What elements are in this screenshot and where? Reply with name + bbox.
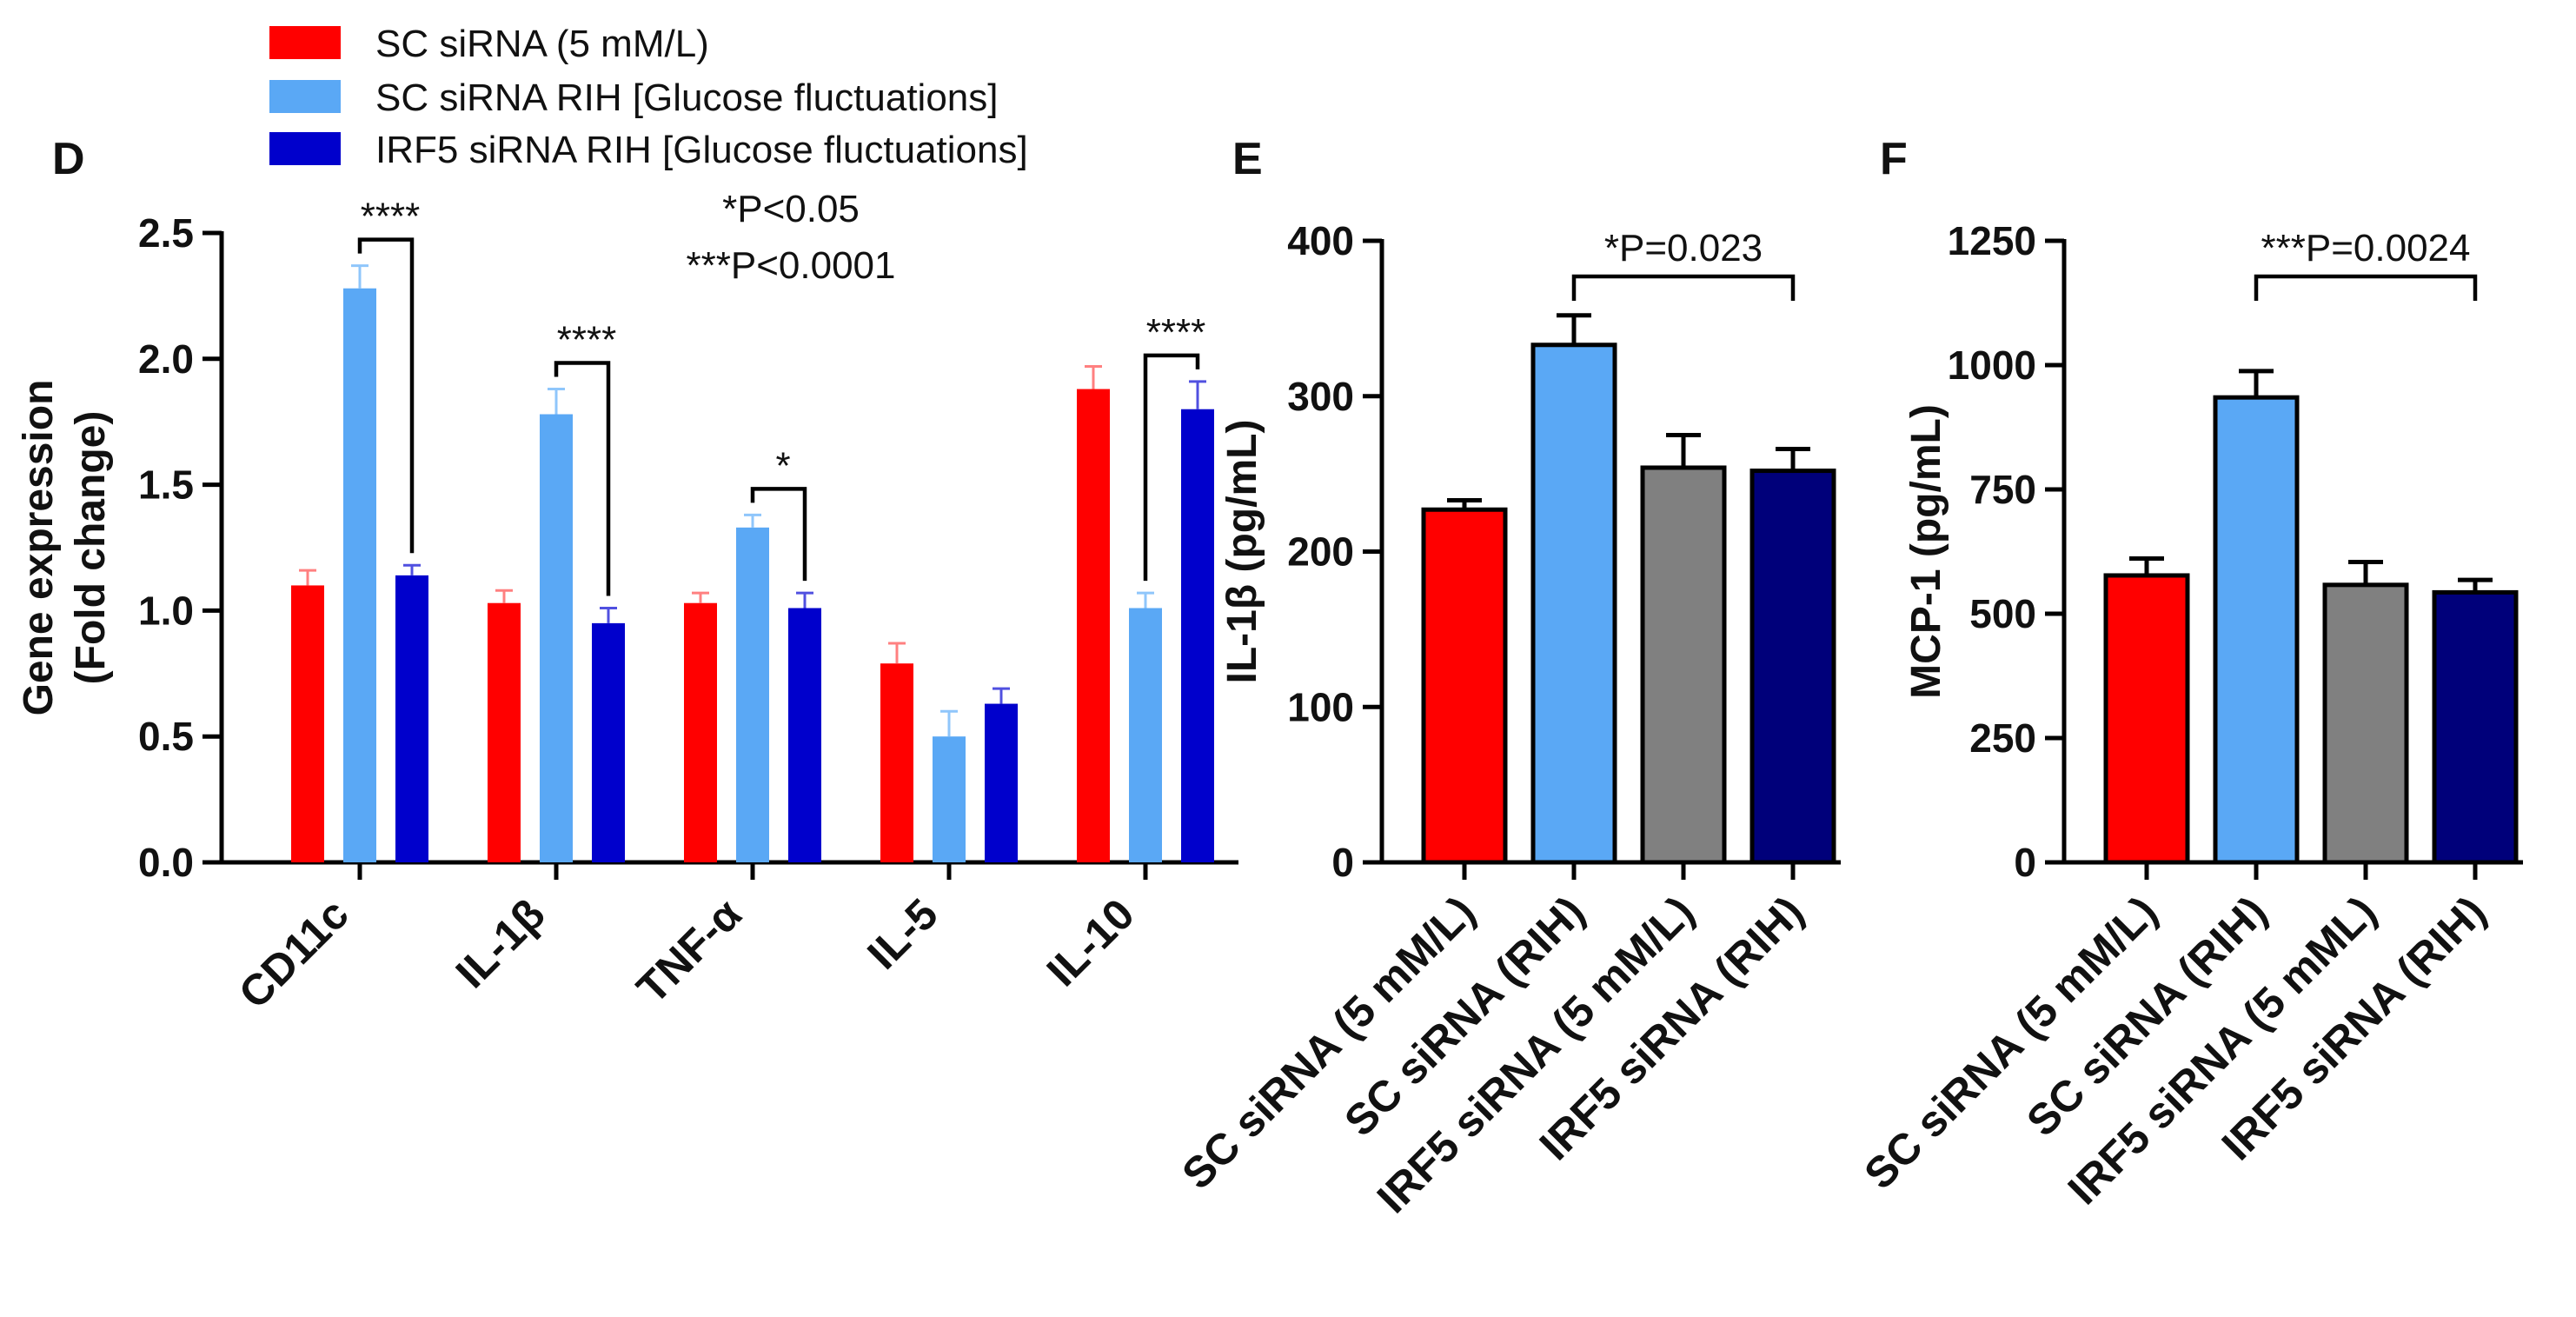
y-tick-label: 750 xyxy=(1969,467,2036,512)
significance-label: **** xyxy=(557,319,617,362)
significance-label: **** xyxy=(361,196,421,238)
bar xyxy=(592,622,625,862)
significance-bracket xyxy=(750,487,807,582)
bar xyxy=(488,602,521,862)
significance-label: ***P=0.0024 xyxy=(2261,227,2471,269)
panel-letter-e: E xyxy=(1232,134,1263,184)
y-tick-label: 250 xyxy=(1969,715,2036,761)
bar xyxy=(1640,465,1727,865)
y-tick-label-d: 0.5 xyxy=(138,714,194,759)
annotation-p00001: ***P<0.0001 xyxy=(687,244,896,287)
legend-swatch xyxy=(269,132,341,165)
y-tick-label-d: 1.0 xyxy=(138,588,194,633)
legend-swatch xyxy=(269,26,341,59)
bar xyxy=(880,663,913,862)
x-tick-label-d: IL-1β xyxy=(447,889,554,997)
bar xyxy=(933,736,966,862)
bar xyxy=(2322,582,2409,865)
bar xyxy=(736,527,769,862)
significance-label: *P=0.023 xyxy=(1604,227,1763,269)
bar xyxy=(2432,589,2519,865)
y-tick-label: 300 xyxy=(1287,374,1354,419)
legend-label: SC siRNA RIH [Glucose fluctuations] xyxy=(375,76,998,119)
bar xyxy=(1077,389,1110,862)
bar xyxy=(1129,608,1162,862)
bar xyxy=(291,585,324,862)
y-tick-label-d: 2.0 xyxy=(138,336,194,382)
panel-letter-f: F xyxy=(1880,134,1908,184)
y-tick-label: 100 xyxy=(1287,684,1354,729)
significance-bracket xyxy=(357,237,415,554)
significance-bracket xyxy=(1143,353,1200,582)
legend-label: SC siRNA (5 mM/L) xyxy=(375,23,709,65)
bar xyxy=(1749,469,1836,865)
bar xyxy=(1530,343,1617,865)
y-tick-label: 0 xyxy=(1331,840,1354,885)
y-axis-title-d-line2: (Fold change) xyxy=(68,411,114,685)
bar xyxy=(540,414,573,863)
y-tick-label-d: 2.5 xyxy=(138,210,194,256)
legend-swatch xyxy=(269,80,341,113)
bar xyxy=(1181,409,1214,863)
y-tick-label: 200 xyxy=(1287,529,1354,575)
bar xyxy=(985,703,1018,862)
significance-bracket xyxy=(1571,274,1796,301)
x-tick-label-d: IL-5 xyxy=(858,889,946,978)
y-tick-label: 500 xyxy=(1969,591,2036,636)
y-axis-title: IL-1β (pg/mL) xyxy=(1219,420,1265,684)
bar xyxy=(343,288,376,862)
bar xyxy=(684,602,717,862)
significance-label: * xyxy=(775,444,790,487)
significance-label: **** xyxy=(1146,311,1206,354)
x-tick-label-d: CD11c xyxy=(229,889,358,1018)
legend-label: IRF5 siRNA RIH [Glucose fluctuations] xyxy=(375,129,1028,171)
bar xyxy=(788,608,821,862)
y-tick-label: 1250 xyxy=(1948,218,2036,263)
y-axis-title-d: Gene expression xyxy=(16,380,62,716)
y-tick-label-d: 0.0 xyxy=(138,840,194,885)
y-axis-title: MCP-1 (pg/mL) xyxy=(1903,404,1949,699)
y-tick-label-d: 1.5 xyxy=(138,462,194,508)
bar xyxy=(395,575,428,862)
significance-bracket xyxy=(2254,274,2478,301)
x-tick-label-d: TNF-α xyxy=(627,889,751,1013)
bar xyxy=(2213,395,2300,865)
y-tick-label: 0 xyxy=(2014,840,2036,885)
x-tick-label-d: IL-10 xyxy=(1038,889,1144,995)
bar xyxy=(2103,573,2190,865)
annotation-p005: *P<0.05 xyxy=(722,188,860,230)
y-tick-label: 1000 xyxy=(1948,343,2036,388)
y-tick-label: 400 xyxy=(1287,218,1354,263)
significance-bracket xyxy=(554,361,611,596)
panel-letter-d: D xyxy=(52,134,85,184)
bar xyxy=(1421,507,1508,865)
